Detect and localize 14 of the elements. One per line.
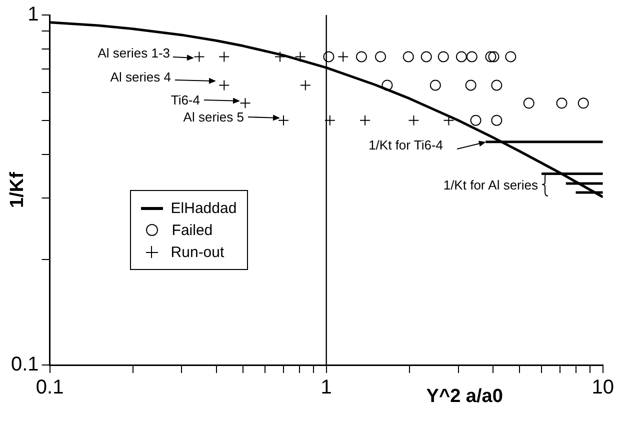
annotation: Al series 4: [110, 70, 171, 84]
legend-label: Failed: [172, 222, 213, 238]
x-tick-label: 10: [592, 376, 614, 399]
legend-label: Run-out: [170, 244, 224, 260]
annotation: 1/Kt for Al series: [443, 178, 538, 192]
y-axis-title: 1/Kf: [7, 171, 28, 208]
x-axis-title: Y^2 a/a0: [426, 386, 503, 408]
legend-label: ElHaddad: [170, 200, 237, 216]
annotation: Ti6-4: [170, 92, 200, 108]
x-tick-label: 1: [320, 376, 332, 399]
annotation: Al series 1-3: [98, 46, 170, 60]
annotation: 1/Kt for Ti6-4: [368, 138, 443, 152]
annotation: Al series 5: [183, 110, 244, 124]
x-tick-label: 0.1: [36, 376, 64, 399]
